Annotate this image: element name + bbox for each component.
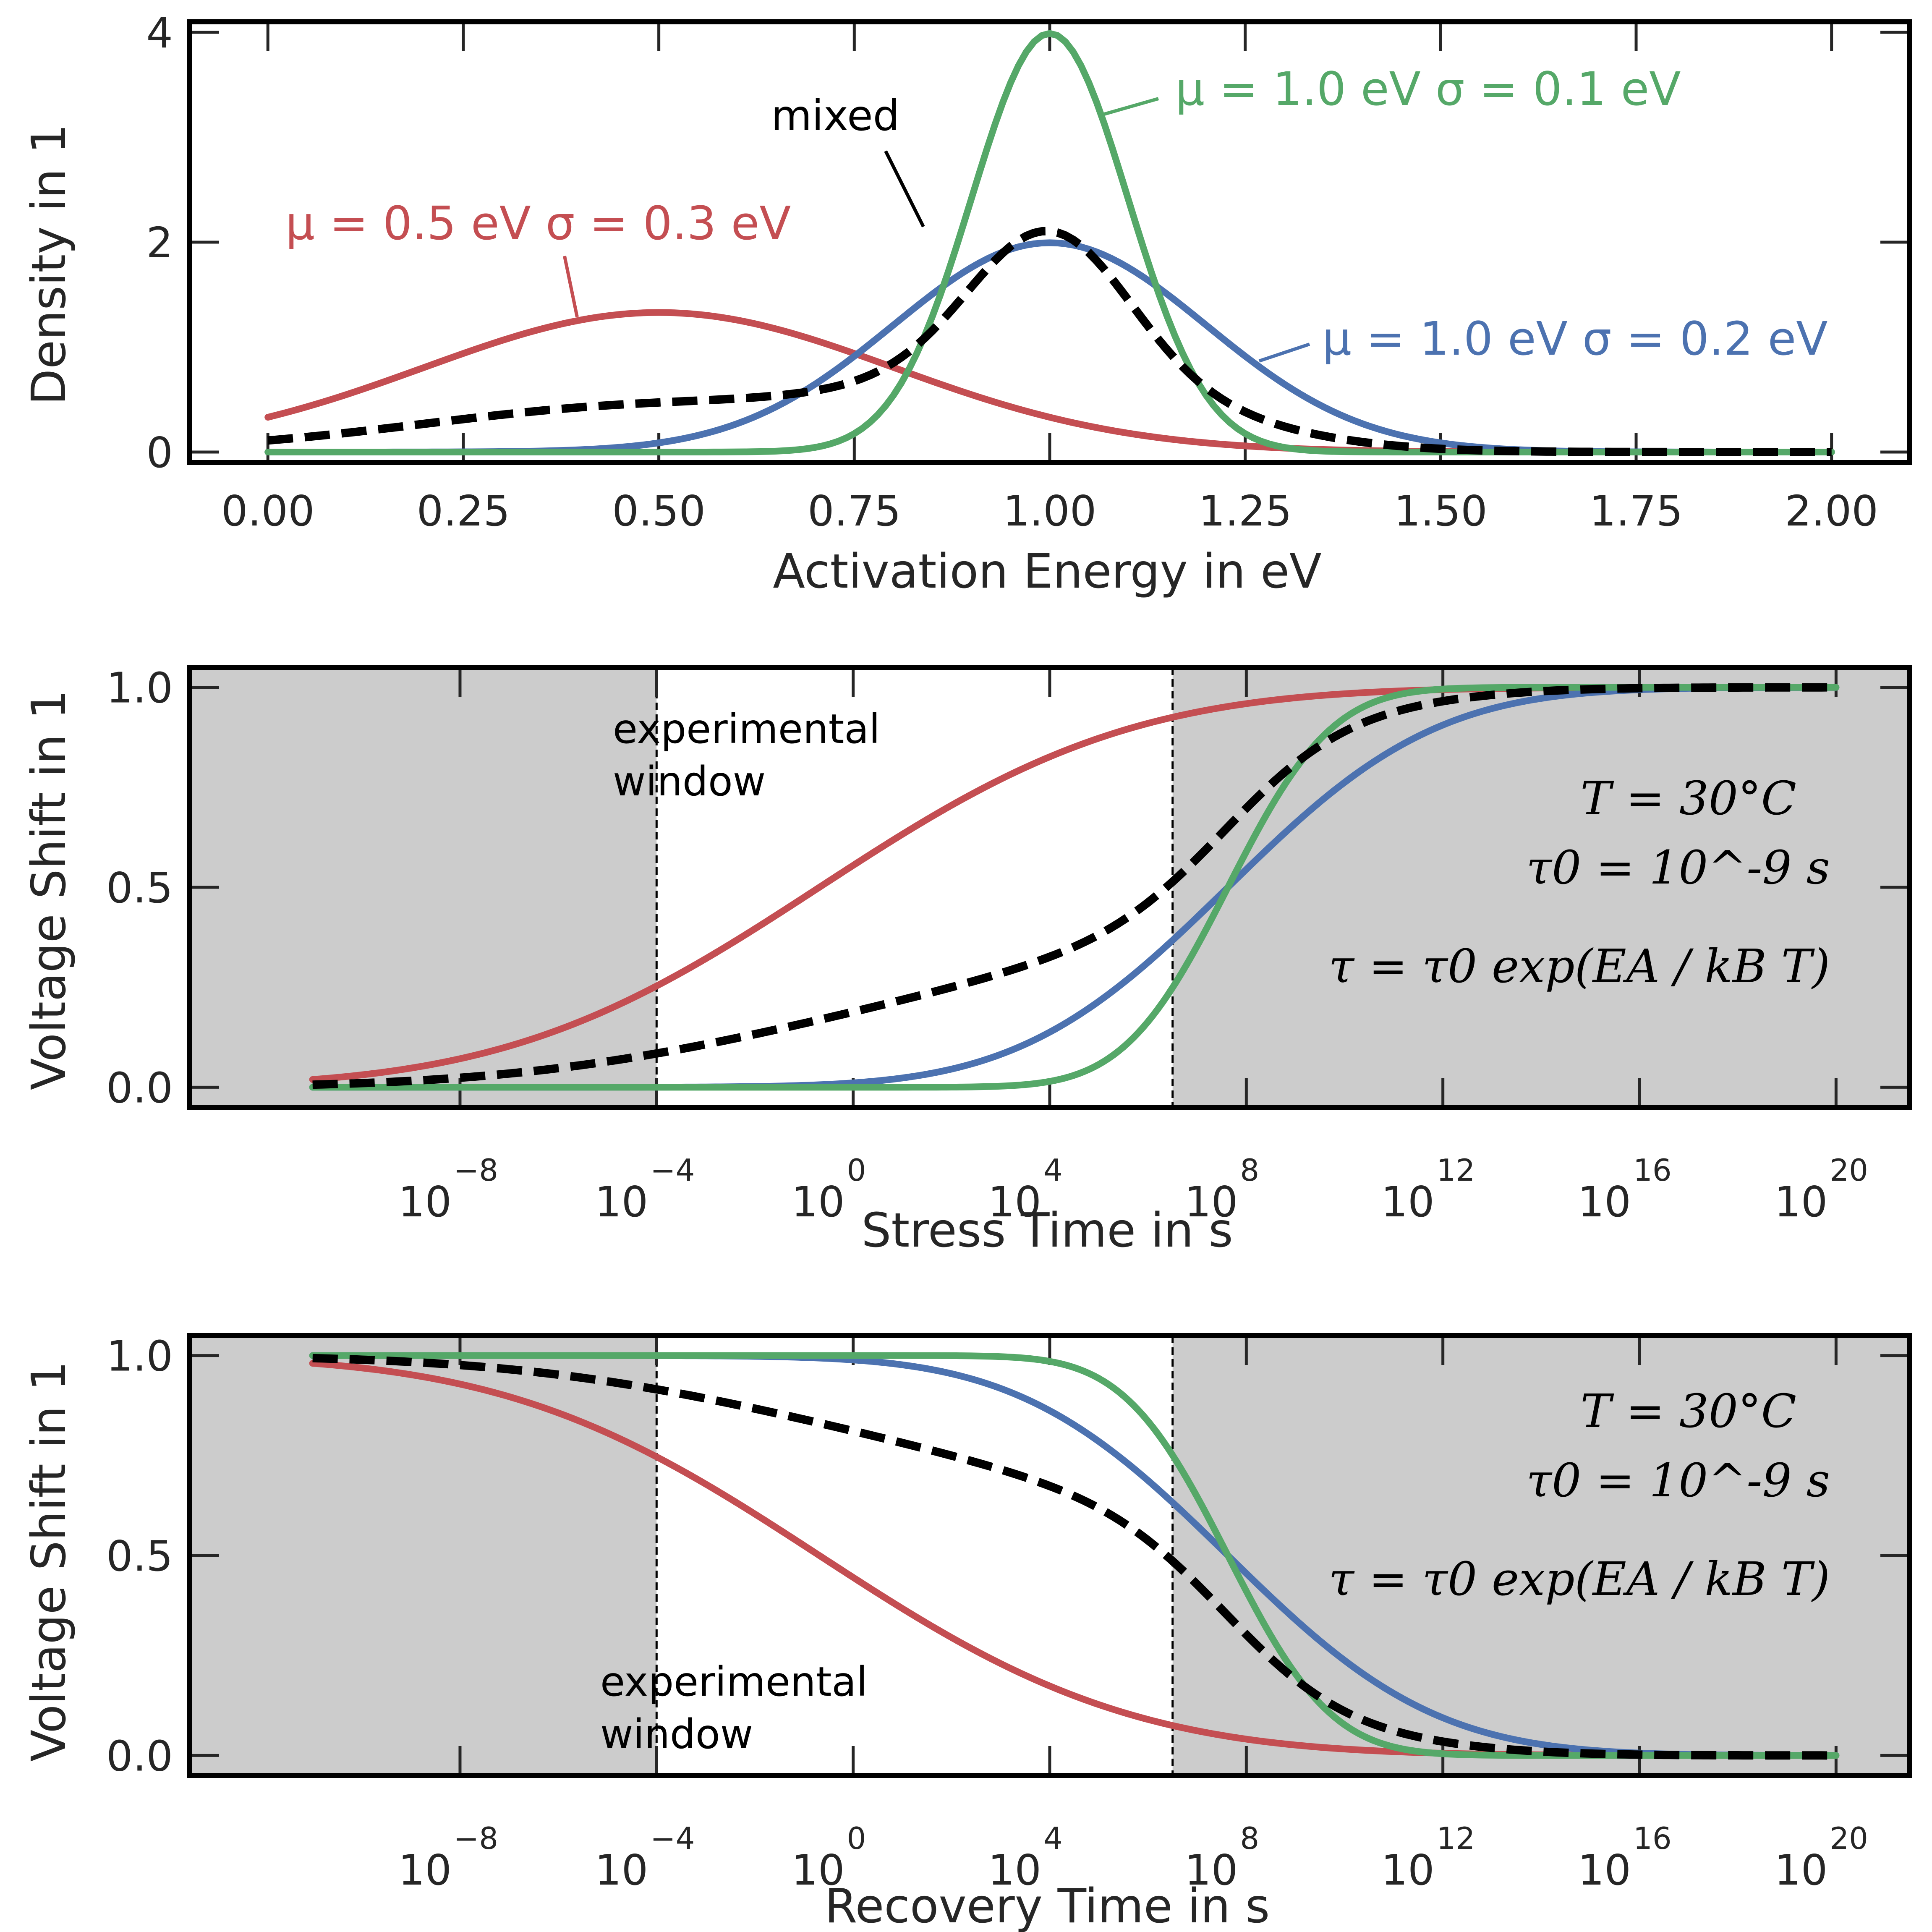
x-tick-label: 10 — [1381, 1177, 1434, 1226]
annotation-arrow-red — [563, 256, 579, 317]
x-tick-label: 10 — [1184, 1846, 1238, 1895]
x-tick-exponent: 12 — [1437, 1821, 1475, 1856]
x-tick-label: 0.25 — [417, 486, 510, 536]
x-tick-exponent: 4 — [1043, 1153, 1063, 1188]
annotation-arrow-mixed — [884, 150, 925, 227]
x-tick-label: 10 — [1381, 1846, 1434, 1895]
tau0-annotation: τ0 = 10^-9 s — [1526, 841, 1830, 894]
x-tick-exponent: 20 — [1830, 1821, 1868, 1856]
axes-frame — [187, 665, 1912, 1110]
density-xlabel: Activation Energy in eV — [773, 544, 1321, 599]
shaded-region-right — [1172, 1336, 1910, 1775]
annotation-arrow-blue — [1258, 342, 1310, 363]
density-ylabel: Density in 1 — [22, 124, 76, 405]
shaded-region-right — [1172, 667, 1910, 1107]
window-label: experimental — [613, 706, 880, 753]
y-tick-label: 4 — [146, 8, 173, 58]
x-tick-label: 10 — [1578, 1846, 1631, 1895]
density-plot-area: 0.00 0.25 0.50 0.75 1.00 1.25 1.50 1.75 2.00 0 2 4 m… — [146, 8, 1912, 536]
window-label: window — [613, 758, 766, 805]
y-tick-label: 0.5 — [106, 863, 173, 912]
x-tick-label: 1.00 — [1003, 486, 1097, 536]
x-tick-exponent: 0 — [847, 1821, 866, 1856]
y-tick-label: 1.0 — [106, 664, 173, 713]
x-tick-exponent: 20 — [1830, 1153, 1868, 1188]
arrhenius-annotation: τ = τ0 exp(EA / kB T) — [1328, 939, 1830, 993]
x-tick-label: 10 — [1774, 1846, 1827, 1895]
x-tick-label: 10 — [398, 1177, 452, 1226]
x-tick-exponent: 8 — [1240, 1153, 1259, 1188]
axes-frame — [187, 19, 1912, 465]
x-tick-exponent: 16 — [1633, 1153, 1672, 1188]
y-tick-label: 0.0 — [106, 1731, 173, 1780]
annotation-arrow-green — [1099, 97, 1159, 117]
x-tick-exponent: −8 — [454, 1153, 498, 1188]
annotation-green: μ = 1.0 eV σ = 0.1 eV — [1175, 62, 1681, 116]
x-tick-exponent: 12 — [1437, 1153, 1475, 1188]
y-tick-label: 1.0 — [106, 1332, 173, 1381]
series-line-mixed — [267, 227, 1832, 456]
x-tick-exponent: −4 — [650, 1153, 695, 1188]
x-tick-label: 10 — [398, 1846, 452, 1895]
x-tick-label: 10 — [595, 1846, 648, 1895]
annotation-mixed: mixed — [771, 91, 899, 140]
x-tick-label: 1.75 — [1590, 486, 1683, 536]
series-line-mixed — [312, 1354, 1836, 1760]
x-tick-exponent: −8 — [454, 1821, 498, 1856]
annotation-blue: μ = 1.0 eV σ = 0.2 eV — [1322, 312, 1828, 366]
x-tick-label: 1.50 — [1394, 486, 1488, 536]
x-tick-label: 2.00 — [1785, 486, 1878, 536]
x-tick-exponent: 8 — [1240, 1821, 1259, 1856]
y-tick-label: 0 — [146, 428, 173, 477]
stress-xlabel: Stress Time in s — [861, 1203, 1233, 1258]
recovery-ylabel: Voltage Shift in 1 — [22, 1361, 76, 1762]
temperature-annotation: T = 30°C — [1580, 1384, 1796, 1438]
x-tick-label: 0.50 — [612, 486, 706, 536]
x-tick-label: 1.25 — [1198, 486, 1292, 536]
x-tick-label: 10 — [988, 1177, 1041, 1226]
y-tick-label: 0.5 — [106, 1532, 173, 1581]
stress-panel: 10−810−41001041081012101610200.00.51.0ex… — [22, 664, 1912, 1258]
x-tick-label: 10 — [791, 1846, 844, 1895]
stress-ylabel: Voltage Shift in 1 — [22, 690, 76, 1090]
annotation-red: μ = 0.5 eV σ = 0.3 eV — [285, 196, 791, 250]
x-tick-exponent: 4 — [1043, 1821, 1063, 1856]
temperature-annotation: T = 30°C — [1580, 771, 1796, 825]
x-tick-label: 0.00 — [221, 486, 315, 536]
x-tick-label: 0.75 — [808, 486, 901, 536]
x-tick-exponent: 0 — [847, 1153, 866, 1188]
shaded-region-left — [190, 667, 657, 1107]
stress-plot-area: 10−810−41001041081012101610200.00.51.0ex… — [106, 664, 1912, 1226]
axes-frame — [187, 1333, 1912, 1778]
y-tick-label: 0.0 — [106, 1063, 173, 1112]
x-tick-exponent: 16 — [1633, 1821, 1672, 1856]
x-tick-label: 10 — [1774, 1177, 1827, 1226]
x-tick-label: 10 — [988, 1846, 1041, 1895]
window-label: window — [600, 1711, 753, 1758]
x-tick-label: 10 — [1184, 1177, 1238, 1226]
y-tick-label: 2 — [146, 218, 173, 267]
tau0-annotation: τ0 = 10^-9 s — [1526, 1454, 1830, 1507]
x-tick-exponent: −4 — [650, 1821, 695, 1856]
recovery-plot-area: 10−810−41001041081012101610200.00.51.0ex… — [106, 1332, 1912, 1895]
density-panel: 0.00 0.25 0.50 0.75 1.00 1.25 1.50 1.75 2.00 0 2 4 m… — [22, 8, 1912, 599]
x-tick-label: 10 — [791, 1177, 844, 1226]
x-tick-label: 10 — [595, 1177, 648, 1226]
series-line-mixed — [312, 683, 1836, 1089]
shaded-region-left — [190, 1336, 657, 1775]
arrhenius-annotation: τ = τ0 exp(EA / kB T) — [1328, 1552, 1830, 1606]
recovery-panel: 10−810−41001041081012101610200.00.51.0ex… — [22, 1332, 1912, 1932]
x-tick-label: 10 — [1578, 1177, 1631, 1226]
window-label: experimental — [600, 1658, 868, 1705]
recovery-xlabel: Recovery Time in s — [825, 1879, 1270, 1932]
